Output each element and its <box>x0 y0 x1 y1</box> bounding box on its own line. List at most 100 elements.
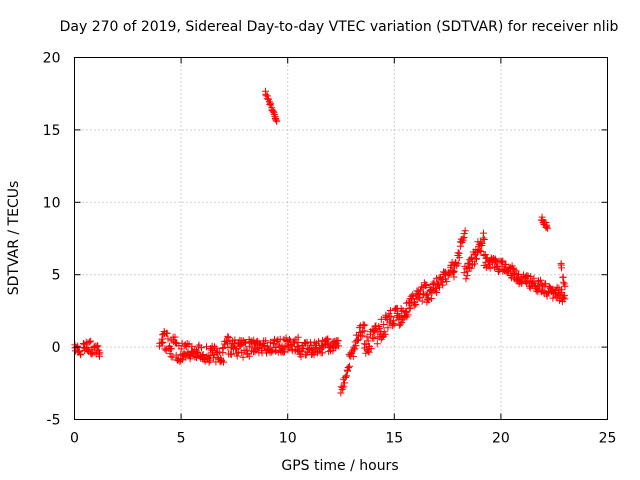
data-point <box>242 346 250 354</box>
data-point <box>171 339 179 347</box>
data-point <box>473 255 480 263</box>
data-point <box>345 364 352 372</box>
data-point <box>395 316 403 324</box>
data-point <box>523 272 531 279</box>
data-point <box>458 239 466 246</box>
data-point <box>76 350 84 358</box>
data-point <box>471 260 479 268</box>
data-point <box>380 321 388 328</box>
data-point <box>337 389 345 397</box>
data-point <box>358 328 366 336</box>
data-point <box>544 224 552 232</box>
data-point <box>480 236 488 243</box>
data-point <box>228 350 236 358</box>
chart-title: Day 270 of 2019, Sidereal Day-to-day VTE… <box>60 19 619 35</box>
data-point <box>335 342 343 350</box>
data-point <box>477 248 485 255</box>
y-tick-label: 15 <box>43 123 61 139</box>
data-point <box>218 357 226 365</box>
data-point <box>262 337 270 345</box>
data-point <box>387 312 395 320</box>
data-point <box>384 324 392 332</box>
data-point <box>370 335 378 342</box>
data-point <box>256 341 264 349</box>
data-point <box>543 292 551 300</box>
data-point <box>239 353 247 361</box>
data-point <box>246 338 254 346</box>
data-point <box>286 335 293 343</box>
data-point <box>74 342 82 350</box>
data-point <box>549 294 557 302</box>
data-point <box>399 315 407 323</box>
y-tick-label: 0 <box>52 340 61 356</box>
data-point <box>325 348 333 356</box>
data-point <box>450 273 458 281</box>
data-point <box>403 313 411 321</box>
data-point <box>163 329 171 337</box>
data-point <box>185 351 193 359</box>
data-point <box>177 345 185 353</box>
data-point <box>417 283 425 291</box>
x-tick-label: 10 <box>279 431 297 447</box>
data-point <box>485 260 493 268</box>
data-point <box>236 342 244 350</box>
data-point <box>302 339 310 347</box>
y-tick-label: 10 <box>43 195 61 211</box>
data-point <box>268 348 276 356</box>
data-point <box>351 345 359 353</box>
data-point <box>198 344 205 352</box>
data-point <box>268 107 276 115</box>
data-point <box>219 345 227 352</box>
data-point <box>332 343 340 351</box>
data-point <box>159 339 167 347</box>
data-point <box>434 280 442 288</box>
data-point <box>430 278 438 286</box>
data-point <box>446 270 454 278</box>
data-point <box>166 350 174 358</box>
data-point <box>439 281 447 289</box>
y-axis-label: SDTVAR / TECUs <box>6 181 22 296</box>
x-axis-label: GPS time / hours <box>281 458 398 474</box>
data-point <box>275 341 283 349</box>
data-point <box>164 335 172 343</box>
data-point <box>482 264 490 272</box>
axis-ticks: 0 5 10 15 20 25 -5 0 5 10 15 20 <box>43 51 617 447</box>
data-point <box>315 338 322 346</box>
data-point <box>177 356 185 364</box>
data-point <box>220 358 227 366</box>
data-point <box>560 293 568 301</box>
data-point <box>346 362 353 370</box>
data-point <box>459 237 467 245</box>
data-point <box>454 260 462 268</box>
data-point <box>499 257 507 265</box>
data-point <box>381 330 389 338</box>
data-point <box>373 340 381 348</box>
data-point <box>94 342 102 350</box>
x-tick-label: 20 <box>492 431 510 447</box>
data-point <box>349 352 357 360</box>
grid-lines <box>74 57 608 420</box>
data-point <box>281 343 289 351</box>
data-point <box>338 386 346 394</box>
data-point <box>454 249 462 257</box>
data-point <box>96 349 104 357</box>
data-point <box>272 116 280 124</box>
data-point <box>232 344 240 352</box>
data-point <box>183 340 191 347</box>
data-point <box>558 264 565 272</box>
data-point <box>245 352 253 360</box>
data-point <box>271 344 279 351</box>
data-point <box>224 332 232 340</box>
data-point <box>367 345 375 353</box>
data-point <box>273 117 281 125</box>
data-point <box>386 307 394 314</box>
data-point <box>224 334 232 341</box>
data-point <box>462 275 470 283</box>
data-point <box>212 344 220 352</box>
data-point <box>477 238 485 246</box>
data-point <box>543 221 551 229</box>
data-point <box>357 332 365 340</box>
data-point <box>527 273 535 281</box>
data-point <box>480 229 487 237</box>
